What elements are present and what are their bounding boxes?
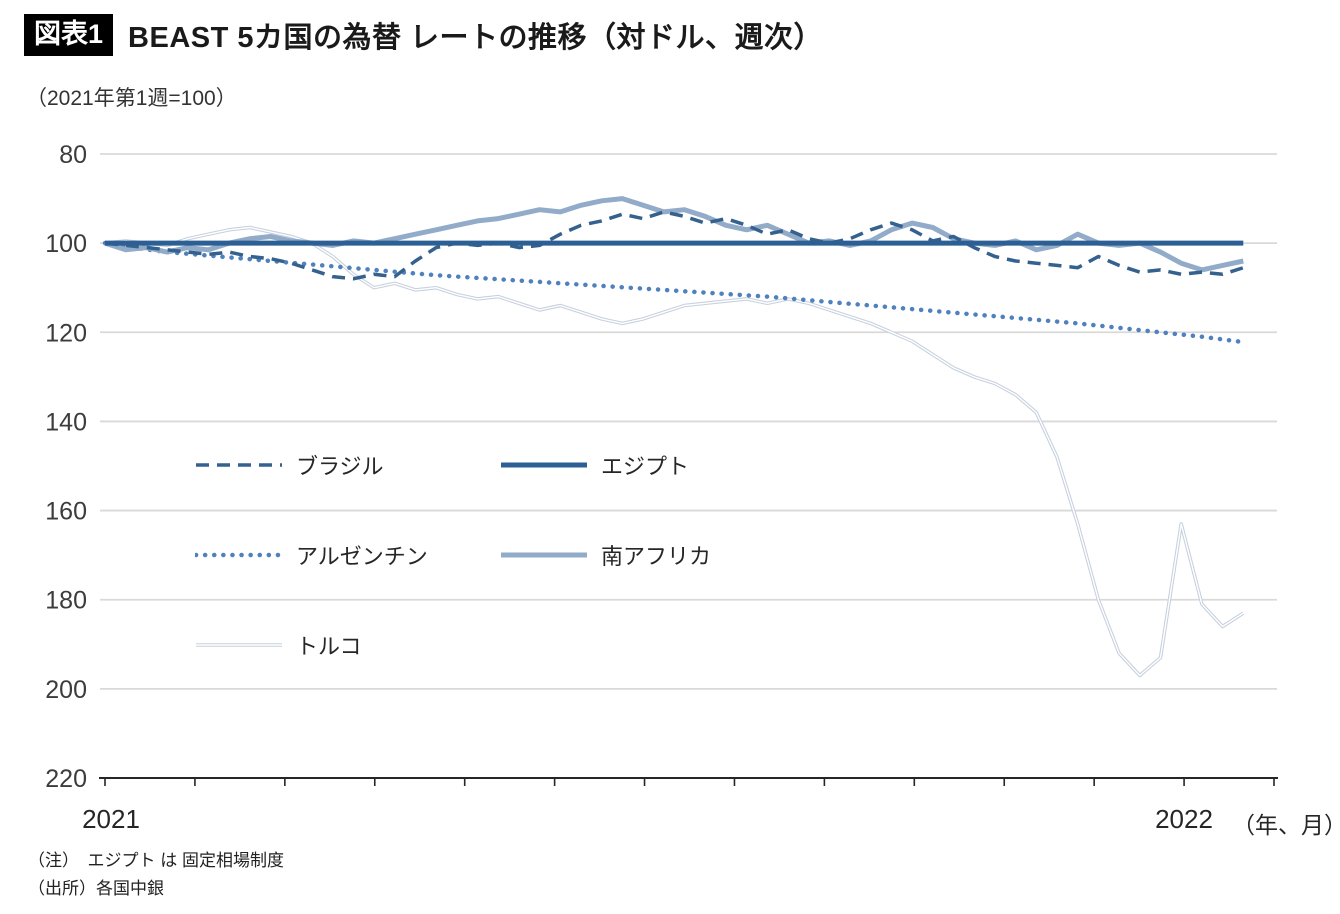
legend-item-south-africa: 南アフリカ bbox=[500, 542, 712, 569]
legend-item-argentina: アルゼンチン bbox=[195, 542, 428, 569]
svg-text:220: 220 bbox=[45, 765, 87, 793]
svg-text:160: 160 bbox=[45, 498, 87, 526]
legend-label-south-africa: 南アフリカ bbox=[601, 544, 712, 569]
legend-label-egypt: エジプト bbox=[601, 454, 690, 479]
series-line-2 bbox=[102, 240, 1246, 345]
legend-label-turkey: トルコ bbox=[296, 634, 362, 659]
series-line-0 bbox=[104, 210, 1244, 281]
legend-item-brazil: ブラジル bbox=[195, 452, 384, 479]
index-base-note: （2021年第1週=100） bbox=[26, 87, 237, 110]
legend-label-brazil: ブラジル bbox=[296, 454, 384, 479]
x-axis-end-label: 2022 bbox=[1155, 804, 1213, 834]
x-axis-unit-label: （年、月） bbox=[1232, 812, 1340, 838]
source-note: （出所）各国中銀 bbox=[28, 879, 164, 898]
legend-swatch-argentina-dotted-line-icon bbox=[195, 552, 283, 558]
legend-swatch-egypt-solid-line-icon bbox=[501, 462, 587, 468]
svg-text:100: 100 bbox=[45, 230, 87, 258]
svg-text:140: 140 bbox=[45, 408, 87, 436]
legend-swatch-brazil-dashed-line-icon bbox=[196, 463, 282, 467]
x-axis-start-label: 2021 bbox=[82, 804, 140, 834]
header: 図表1 BEAST 5カ国の為替 レートの推移（対ドル、週次） bbox=[24, 14, 823, 56]
legend-item-egypt: エジプト bbox=[500, 452, 690, 479]
legend-swatch-south-africa-solid-line-icon bbox=[501, 552, 587, 558]
legend-label-argentina: アルゼンチン bbox=[296, 544, 428, 569]
svg-text:120: 120 bbox=[45, 319, 87, 347]
svg-text:180: 180 bbox=[45, 587, 87, 615]
svg-text:200: 200 bbox=[45, 676, 87, 704]
legend-swatch-turkey-thin-double-line-icon bbox=[196, 643, 282, 647]
svg-text:80: 80 bbox=[59, 141, 87, 169]
legend-item-turkey: トルコ bbox=[195, 632, 362, 659]
figure-title: BEAST 5カ国の為替 レートの推移（対ドル、週次） bbox=[128, 22, 824, 54]
figure-tag: 図表1 bbox=[24, 14, 114, 56]
footnote: （注） エジプト は 固定相場制度 bbox=[28, 851, 284, 870]
